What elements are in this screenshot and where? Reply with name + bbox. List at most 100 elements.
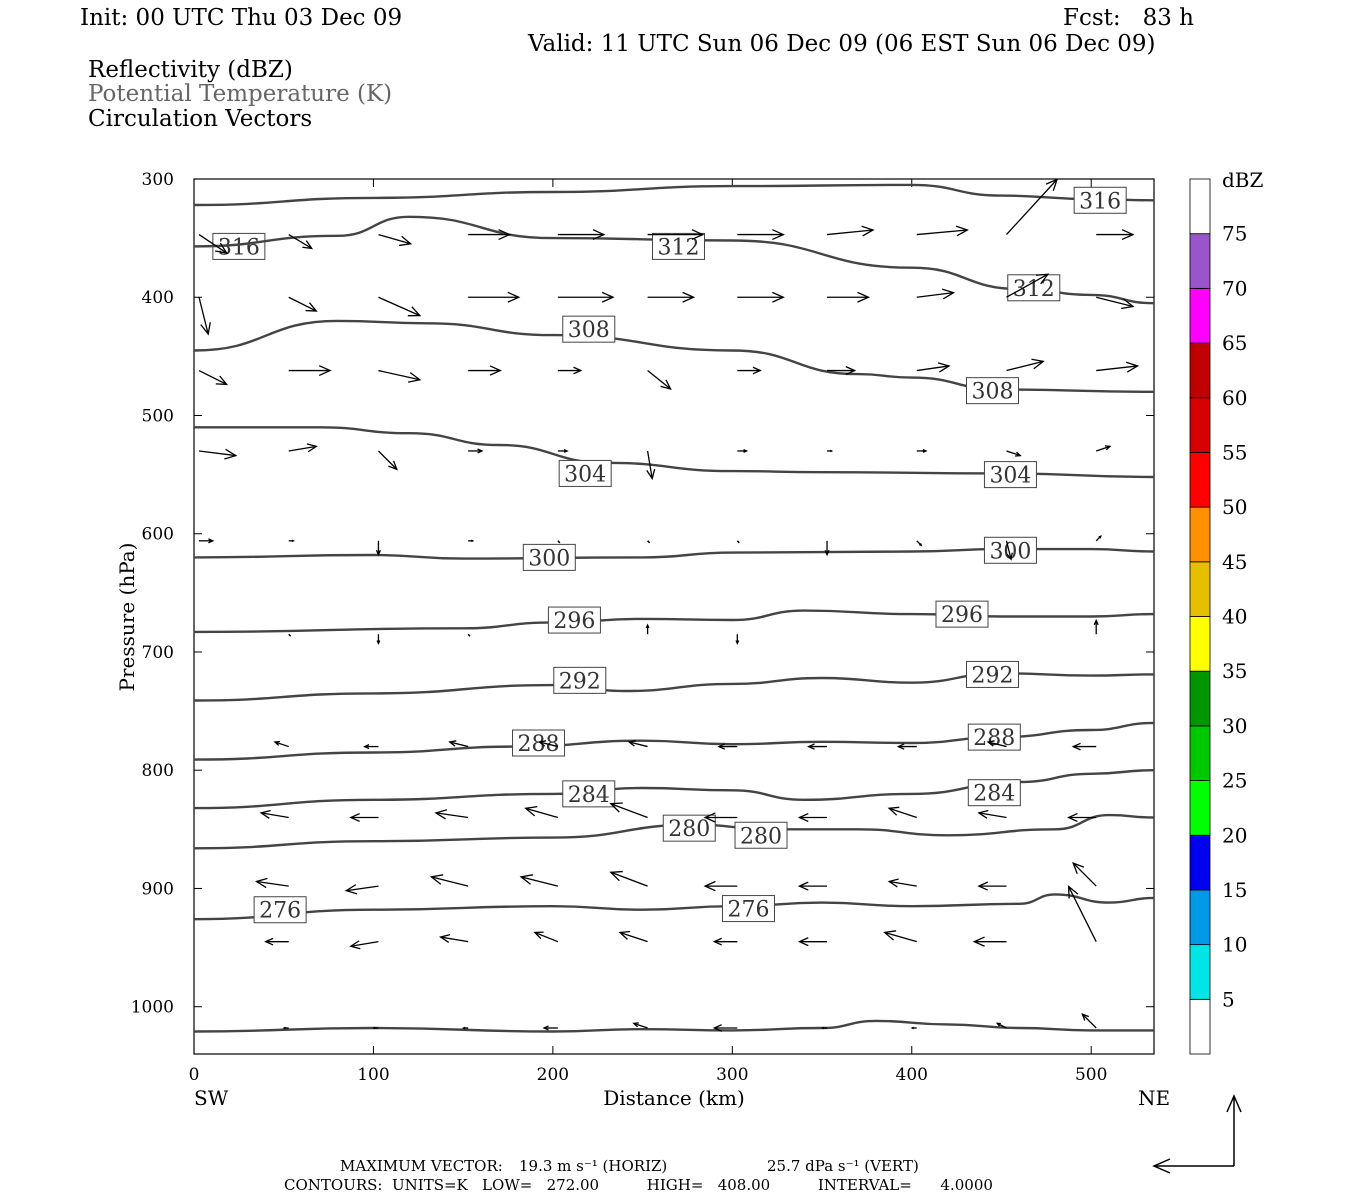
colorbar-level-label: 75: [1222, 222, 1247, 246]
y-tick-label: 300: [142, 170, 174, 190]
max-vector-label: MAXIMUM VECTOR:: [340, 1157, 503, 1175]
circulation-vector: [467, 633, 471, 637]
circulation-vector: [199, 538, 215, 544]
y-tick-label: 900: [142, 879, 174, 899]
y-tick-label: 700: [142, 643, 174, 663]
circulation-vector: [737, 291, 785, 303]
circulation-vector: [1095, 535, 1102, 542]
reference-vector-arrows: [1152, 1094, 1242, 1174]
x-axis-ticks: 0 100 200 300 400 500: [189, 179, 1107, 1085]
circulation-vector: [896, 743, 917, 750]
theta-contour-272: [193, 1019, 1154, 1033]
circulation-vector: [264, 937, 289, 946]
circulation-vector: [288, 539, 295, 543]
y-tick-label: 800: [142, 761, 174, 781]
colorbar-swatch: [1189, 616, 1211, 672]
circulation-vector: [647, 540, 651, 544]
circulation-vector: [827, 366, 857, 376]
colorbar-level-label: 45: [1222, 550, 1247, 574]
contour-label-box: [967, 723, 1021, 751]
colorbar-swatch: [1189, 342, 1211, 399]
contour-label: 292: [559, 669, 601, 694]
contour-label: 284: [973, 782, 1015, 807]
circulation-vector: [363, 744, 379, 750]
circulation-vector: [378, 369, 422, 383]
contour-label: 312: [1013, 277, 1055, 302]
circulation-vector: [461, 1026, 469, 1030]
contour-label-box: [253, 896, 307, 924]
circulation-vector: [916, 540, 923, 547]
circulation-vector: [647, 229, 705, 241]
x-tick-label: 100: [357, 1065, 389, 1085]
contour-label: 316: [1079, 189, 1121, 214]
circulation-vector: [377, 450, 398, 471]
x-tick-label: 0: [189, 1065, 200, 1085]
colorbar-level-label: 40: [1222, 605, 1247, 629]
circulation-vector: [378, 296, 422, 317]
circulation-vector: [1096, 229, 1135, 241]
circulation-vector: [259, 809, 289, 819]
contour-label: 276: [259, 899, 301, 924]
valid-time: Valid: 11 UTC Sun 06 Dec 09 (06 EST Sun …: [527, 31, 1156, 57]
circulation-vector: [824, 540, 830, 557]
circulation-vector: [468, 365, 502, 376]
circulation-vector: [797, 881, 828, 891]
colorbar-level-label: 60: [1222, 386, 1247, 410]
x-tick-label: 400: [896, 1065, 928, 1085]
circulation-vector: [986, 740, 1007, 748]
circulation-vector: [1006, 358, 1045, 372]
circulation-vector: [1071, 742, 1097, 751]
colorbar-level-label: 10: [1222, 933, 1247, 957]
circulation-vector: [288, 633, 292, 637]
theta-contour-304: [193, 426, 1155, 479]
circulation-vector: [198, 448, 238, 460]
contour-label-box: [1007, 274, 1061, 302]
colorbar-swatch: [1189, 998, 1211, 1055]
contour-label: 308: [972, 380, 1014, 405]
circulation-vector: [1096, 361, 1140, 373]
theta-contour-284: [193, 769, 1155, 810]
circulation-vector: [645, 623, 650, 635]
circulation-vector: [827, 449, 834, 453]
theta-contour-292: [193, 672, 1155, 702]
circulation-vector: [627, 740, 648, 748]
circulation-vector: [198, 234, 228, 254]
contour-label: 288: [973, 726, 1015, 751]
sw-end-label: SW: [194, 1086, 229, 1110]
circulation-vector: [647, 291, 696, 303]
circulation-vector: [1005, 540, 1013, 561]
colorbar-level-label: 70: [1222, 276, 1247, 300]
circulation-vector: [1081, 1013, 1097, 1029]
contour-label-box: [966, 660, 1020, 688]
circulation-vector: [1093, 618, 1099, 635]
circulation-vector: [288, 443, 318, 453]
contour-label: 300: [528, 546, 570, 571]
contour-label-box: [721, 895, 775, 923]
circulation-vector: [737, 449, 749, 453]
forecast-hour: Fcst: 83 h: [1063, 5, 1194, 31]
colorbar-swatch: [1189, 397, 1211, 453]
circulation-vector: [254, 877, 289, 889]
circulation-vector: [557, 291, 615, 303]
circulation-vector: [542, 1025, 558, 1031]
circulation-vector: [375, 540, 382, 557]
circulation-vector: [827, 291, 871, 303]
circulation-vector: [434, 809, 469, 820]
circulation-vector: [712, 1024, 738, 1032]
colorbar-level-label: 55: [1222, 440, 1247, 464]
circulation-vector: [737, 229, 785, 241]
circulation-vector: [519, 874, 559, 887]
circulation-vector: [468, 291, 521, 303]
circulation-vector: [916, 449, 928, 453]
contour-label: 300: [989, 539, 1031, 564]
circulation-vector: [198, 369, 229, 386]
colorbar-swatch: [1189, 561, 1211, 617]
theta-contour-276: [193, 893, 1155, 921]
contour-label: 276: [727, 898, 769, 923]
contour-label: 280: [668, 817, 710, 842]
x-tick-label: 300: [716, 1065, 748, 1085]
y-tick-label: 600: [142, 525, 174, 545]
colorbar-level-label: 15: [1222, 878, 1247, 902]
circulation-vector: [735, 634, 740, 646]
